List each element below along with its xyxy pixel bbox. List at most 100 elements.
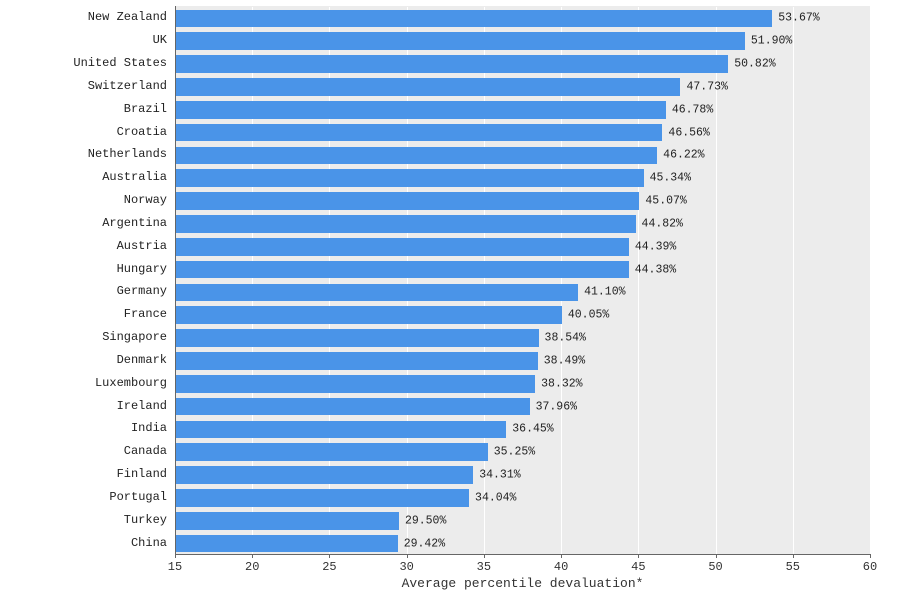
bar — [175, 306, 562, 324]
y-axis-label: New Zealand — [0, 10, 167, 24]
y-axis-label: Austria — [0, 239, 167, 253]
y-axis-label: Denmark — [0, 353, 167, 367]
bar-value-label: 53.67% — [778, 12, 819, 25]
x-axis-line — [175, 554, 870, 555]
y-axis-label: Singapore — [0, 330, 167, 344]
bar — [175, 261, 629, 279]
bar-value-label: 34.31% — [479, 469, 520, 482]
bar-row: 29.42% — [175, 535, 870, 553]
x-tick-label: 15 — [168, 560, 182, 574]
y-axis-label: China — [0, 536, 167, 550]
bar-row: 41.10% — [175, 284, 870, 302]
bar-value-label: 51.90% — [751, 35, 792, 48]
bar-row: 38.49% — [175, 352, 870, 370]
bar — [175, 78, 680, 96]
bar-row: 44.39% — [175, 238, 870, 256]
bar — [175, 284, 578, 302]
x-tick-label: 50 — [708, 560, 722, 574]
bar-value-label: 45.07% — [645, 195, 686, 208]
bar-row: 47.73% — [175, 78, 870, 96]
bar-value-label: 34.04% — [475, 491, 516, 504]
bar-value-label: 38.32% — [541, 377, 582, 390]
bar — [175, 32, 745, 50]
bar — [175, 169, 644, 187]
bar-row: 51.90% — [175, 32, 870, 50]
bar-value-label: 45.34% — [650, 172, 691, 185]
bar-value-label: 47.73% — [686, 80, 727, 93]
x-tick-label: 35 — [477, 560, 491, 574]
bar-value-label: 40.05% — [568, 309, 609, 322]
y-axis-label: Finland — [0, 467, 167, 481]
bar-row: 44.38% — [175, 261, 870, 279]
bar-row: 38.32% — [175, 375, 870, 393]
x-tick-label: 25 — [322, 560, 336, 574]
bar-row: 44.82% — [175, 215, 870, 233]
bar-value-label: 41.10% — [584, 286, 625, 299]
bar — [175, 512, 399, 530]
x-tick-label: 55 — [786, 560, 800, 574]
y-axis-label: Canada — [0, 444, 167, 458]
y-axis-label: Germany — [0, 284, 167, 298]
x-axis-title: Average percentile devaluation* — [402, 576, 644, 591]
x-tick-label: 45 — [631, 560, 645, 574]
bar — [175, 55, 728, 73]
bar-value-label: 46.78% — [672, 103, 713, 116]
bar-value-label: 38.49% — [544, 354, 585, 367]
bar — [175, 443, 488, 461]
y-axis-label: Australia — [0, 170, 167, 184]
y-axis-label: France — [0, 307, 167, 321]
bar-row: 34.04% — [175, 489, 870, 507]
y-axis-label: Luxembourg — [0, 376, 167, 390]
bar-row: 38.54% — [175, 329, 870, 347]
bar — [175, 375, 535, 393]
x-tick-label: 30 — [399, 560, 413, 574]
y-axis-label: Turkey — [0, 513, 167, 527]
gridline — [870, 7, 871, 554]
bar-row: 36.45% — [175, 421, 870, 439]
bar — [175, 215, 636, 233]
y-axis-label: Brazil — [0, 102, 167, 116]
y-axis-label: Norway — [0, 193, 167, 207]
bar — [175, 329, 539, 347]
bar — [175, 466, 473, 484]
bar-row: 35.25% — [175, 443, 870, 461]
bar-value-label: 38.54% — [545, 332, 586, 345]
y-axis-label: Croatia — [0, 125, 167, 139]
y-axis-label: Argentina — [0, 216, 167, 230]
bar-row: 46.56% — [175, 124, 870, 142]
y-axis-line — [175, 6, 176, 554]
bar-value-label: 46.56% — [668, 126, 709, 139]
bar-row: 34.31% — [175, 466, 870, 484]
bar — [175, 124, 662, 142]
y-axis-label: Portugal — [0, 490, 167, 504]
bar-row: 45.34% — [175, 169, 870, 187]
x-tick-label: 40 — [554, 560, 568, 574]
bar-row: 37.96% — [175, 398, 870, 416]
y-axis-label: Switzerland — [0, 79, 167, 93]
devaluation-bar-chart: 53.67% 51.90% 50.82% 47.73% 46.78% 46.56% 46.2… — [0, 0, 900, 596]
bar-value-label: 44.82% — [642, 217, 683, 230]
bar-value-label: 29.50% — [405, 514, 446, 527]
bar-value-label: 46.22% — [663, 149, 704, 162]
bar-row: 46.78% — [175, 101, 870, 119]
bar — [175, 101, 666, 119]
plot-area: 53.67% 51.90% 50.82% 47.73% 46.78% 46.56% 46.2… — [175, 6, 870, 554]
bar — [175, 489, 469, 507]
bar — [175, 192, 639, 210]
bar — [175, 352, 538, 370]
y-axis-label: United States — [0, 56, 167, 70]
bar-value-label: 29.42% — [404, 537, 445, 550]
bar — [175, 421, 506, 439]
y-axis-label: India — [0, 421, 167, 435]
bar-value-label: 44.38% — [635, 263, 676, 276]
bar-row: 53.67% — [175, 10, 870, 28]
bar-value-label: 37.96% — [536, 400, 577, 413]
x-tick-label: 60 — [863, 560, 877, 574]
bar — [175, 398, 530, 416]
bar-row: 50.82% — [175, 55, 870, 73]
y-axis-label: Hungary — [0, 262, 167, 276]
bar-row: 46.22% — [175, 147, 870, 165]
bar-row: 40.05% — [175, 306, 870, 324]
bar-value-label: 44.39% — [635, 240, 676, 253]
bar-value-label: 36.45% — [512, 423, 553, 436]
